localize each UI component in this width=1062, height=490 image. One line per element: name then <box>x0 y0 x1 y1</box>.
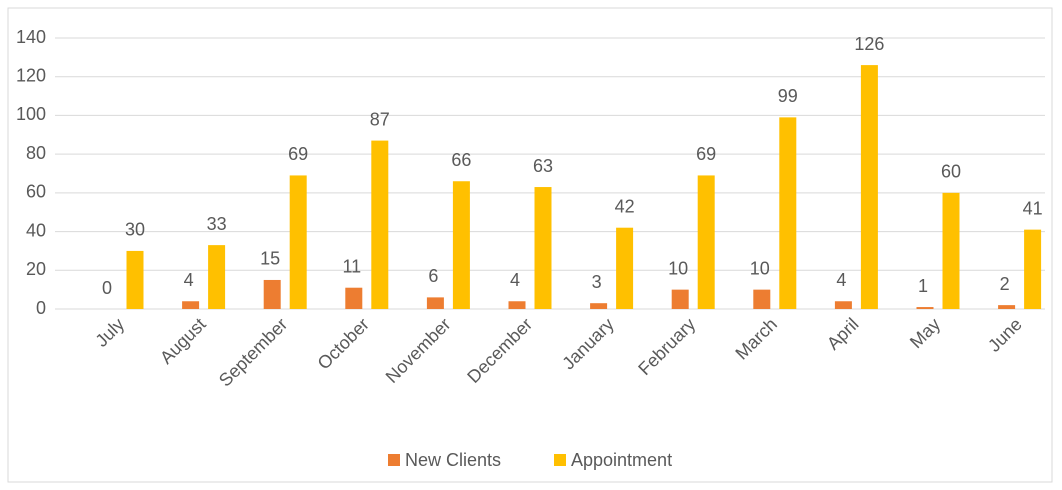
bar <box>508 301 526 309</box>
bar <box>263 279 281 309</box>
bar <box>590 303 608 309</box>
legend-swatch <box>388 454 400 466</box>
data-label: 42 <box>615 196 635 216</box>
chart-border <box>7 7 1053 483</box>
data-label: 4 <box>510 270 520 290</box>
data-label: 66 <box>451 150 471 170</box>
bar <box>697 175 715 309</box>
y-tick-label: 0 <box>36 298 46 318</box>
data-label: 30 <box>125 220 145 240</box>
data-label: 10 <box>750 258 770 278</box>
bar <box>182 301 200 309</box>
data-label: 3 <box>592 272 602 292</box>
data-label: 1 <box>918 276 928 296</box>
data-label: 69 <box>696 144 716 164</box>
bar <box>452 181 470 309</box>
bar <box>616 227 634 309</box>
y-tick-label: 100 <box>16 104 46 124</box>
bar <box>345 287 363 309</box>
data-label: 33 <box>207 214 227 234</box>
y-tick-label: 120 <box>16 65 46 85</box>
data-label: 4 <box>184 270 194 290</box>
bar <box>208 245 226 309</box>
bar <box>371 140 389 309</box>
data-label: 126 <box>854 34 884 54</box>
y-tick-label: 140 <box>16 27 46 47</box>
bar <box>1024 229 1042 309</box>
bar <box>671 289 689 309</box>
bar <box>753 289 771 309</box>
bar <box>534 187 552 309</box>
y-tick-label: 60 <box>26 182 46 202</box>
bar <box>916 307 934 309</box>
data-label: 4 <box>836 270 846 290</box>
data-label: 0 <box>102 278 112 298</box>
y-tick-label: 40 <box>26 220 46 240</box>
data-label: 87 <box>370 109 390 129</box>
data-label: 41 <box>1023 198 1043 218</box>
data-label: 69 <box>288 144 308 164</box>
bar <box>998 305 1016 309</box>
data-label: 2 <box>1000 274 1010 294</box>
data-label: 99 <box>778 86 798 106</box>
y-tick-label: 20 <box>26 259 46 279</box>
legend-label: Appointment <box>571 450 672 470</box>
bar <box>942 192 960 309</box>
bar <box>860 65 878 309</box>
data-label: 60 <box>941 162 961 182</box>
data-label: 63 <box>533 156 553 176</box>
data-label: 15 <box>260 249 280 269</box>
bar <box>834 301 852 309</box>
data-label: 10 <box>668 258 688 278</box>
legend-label: New Clients <box>405 450 501 470</box>
bar <box>426 297 444 309</box>
bar <box>289 175 307 309</box>
data-label: 11 <box>342 256 361 276</box>
y-tick-label: 80 <box>26 143 46 163</box>
legend-swatch <box>554 454 566 466</box>
bar <box>126 250 144 309</box>
data-label: 6 <box>428 266 438 286</box>
bar <box>779 117 797 309</box>
